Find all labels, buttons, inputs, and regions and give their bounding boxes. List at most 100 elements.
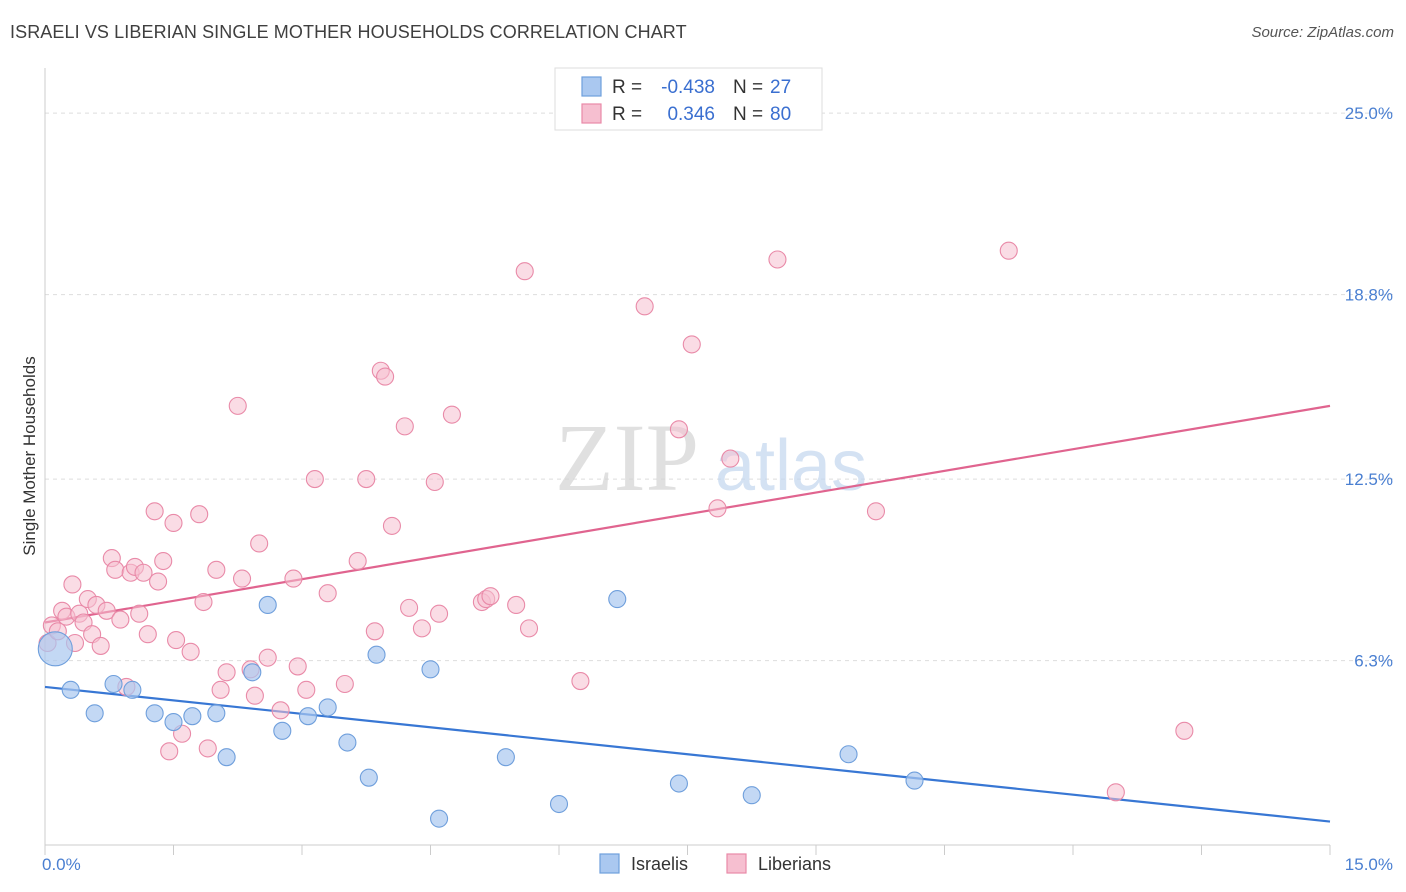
watermark-atlas: atlas <box>715 426 867 506</box>
axes <box>44 68 1331 855</box>
point-liberians <box>145 502 164 521</box>
point-israelis <box>338 733 357 752</box>
point-israelis <box>183 707 202 726</box>
y-tick-label: 12.5% <box>1345 470 1393 489</box>
point-liberians <box>106 560 125 579</box>
point-liberians <box>149 572 168 591</box>
point-israelis <box>258 595 277 614</box>
point-liberians <box>91 636 110 655</box>
legend-israelis-n-label: N = <box>733 77 763 98</box>
source-label: Source: ZipAtlas.com <box>1251 24 1394 41</box>
point-liberians <box>682 335 701 354</box>
y-tick-label: 6.3% <box>1354 652 1393 671</box>
point-liberians <box>400 598 419 617</box>
point-liberians <box>635 297 654 316</box>
y-tick-label: 25.0% <box>1345 104 1393 123</box>
point-liberians <box>217 663 236 682</box>
point-israelis <box>145 704 164 723</box>
point-israelis <box>359 768 378 787</box>
point-israelis <box>839 745 858 764</box>
point-liberians <box>63 575 82 594</box>
bottom-legend-liberians: Liberians <box>758 854 831 874</box>
chart-title: ISRAELI VS LIBERIAN SINGLE MOTHER HOUSEH… <box>10 22 687 42</box>
point-israelis <box>207 704 226 723</box>
point-liberians <box>297 680 316 699</box>
point-liberians <box>507 595 526 614</box>
point-liberians <box>111 610 130 629</box>
point-liberians <box>425 472 444 492</box>
point-liberians <box>721 449 740 468</box>
point-israelis <box>298 707 318 726</box>
point-liberians <box>228 396 247 415</box>
point-liberians <box>357 470 376 489</box>
point-israelis <box>37 631 73 667</box>
point-liberians <box>481 587 500 606</box>
legend-israelis-r-value: -0.438 <box>661 77 715 98</box>
point-israelis <box>430 809 449 828</box>
x-tick-label-end: 15.0% <box>1345 855 1393 874</box>
x-tick-label-start: 0.0% <box>42 855 81 874</box>
y-tick-label: 18.8% <box>1345 286 1393 305</box>
watermark: ZIP atlas <box>555 404 867 511</box>
point-liberians <box>250 534 269 553</box>
point-liberians <box>160 742 179 761</box>
point-liberians <box>999 241 1018 260</box>
watermark-zip: ZIP <box>555 404 699 511</box>
point-liberians <box>288 657 307 676</box>
point-israelis <box>496 748 515 767</box>
point-liberians <box>258 648 277 667</box>
point-liberians <box>335 674 354 694</box>
point-liberians <box>198 739 217 758</box>
point-liberians <box>190 505 209 524</box>
point-liberians <box>395 417 414 436</box>
point-israelis <box>164 712 183 732</box>
legend-liberians-r-value: 0.346 <box>667 104 715 125</box>
point-liberians <box>271 701 290 720</box>
point-liberians <box>164 513 183 533</box>
trend-line-israelis <box>44 685 1331 823</box>
y-axis-title: Single Mother Households <box>20 356 39 555</box>
point-liberians <box>430 604 449 623</box>
point-liberians <box>232 569 252 588</box>
legend-liberians-n-label: N = <box>733 104 763 125</box>
point-israelis <box>318 698 337 717</box>
point-liberians <box>412 619 431 638</box>
legend-liberians-n-value: 80 <box>770 104 791 125</box>
legend-swatch-liberians <box>581 103 602 124</box>
point-israelis <box>367 645 386 664</box>
correlation-legend: R = -0.438 N = 27 R = 0.346 N = 80 <box>554 67 823 131</box>
point-israelis <box>273 721 292 740</box>
point-liberians <box>130 604 149 623</box>
point-israelis <box>123 680 142 699</box>
point-liberians <box>768 250 787 269</box>
point-liberians <box>97 601 116 620</box>
series-legend: Israelis Liberians <box>599 853 831 874</box>
point-israelis <box>104 674 123 694</box>
point-israelis <box>742 786 761 805</box>
point-liberians <box>365 622 384 641</box>
legend-liberians-r-label: R = <box>612 104 642 125</box>
point-israelis <box>85 704 104 723</box>
point-liberians <box>442 405 461 424</box>
bottom-legend-israelis: Israelis <box>631 854 688 874</box>
bottom-legend-swatch-israelis <box>599 853 620 874</box>
point-israelis <box>243 663 262 682</box>
point-liberians <box>669 420 688 439</box>
point-liberians <box>708 499 727 518</box>
point-liberians <box>181 642 200 661</box>
point-liberians <box>138 625 157 644</box>
bottom-legend-swatch-liberians <box>726 853 747 874</box>
point-liberians <box>382 516 402 535</box>
point-liberians <box>134 563 153 582</box>
point-liberians <box>245 686 264 705</box>
scatter-points <box>37 241 1194 828</box>
point-liberians <box>866 502 886 521</box>
point-liberians <box>154 551 173 571</box>
trend-line-liberians <box>44 404 1331 624</box>
point-liberians <box>515 262 534 281</box>
point-liberians <box>211 680 230 699</box>
point-liberians <box>1106 783 1125 802</box>
point-liberians <box>1175 721 1194 740</box>
point-liberians <box>284 569 303 588</box>
